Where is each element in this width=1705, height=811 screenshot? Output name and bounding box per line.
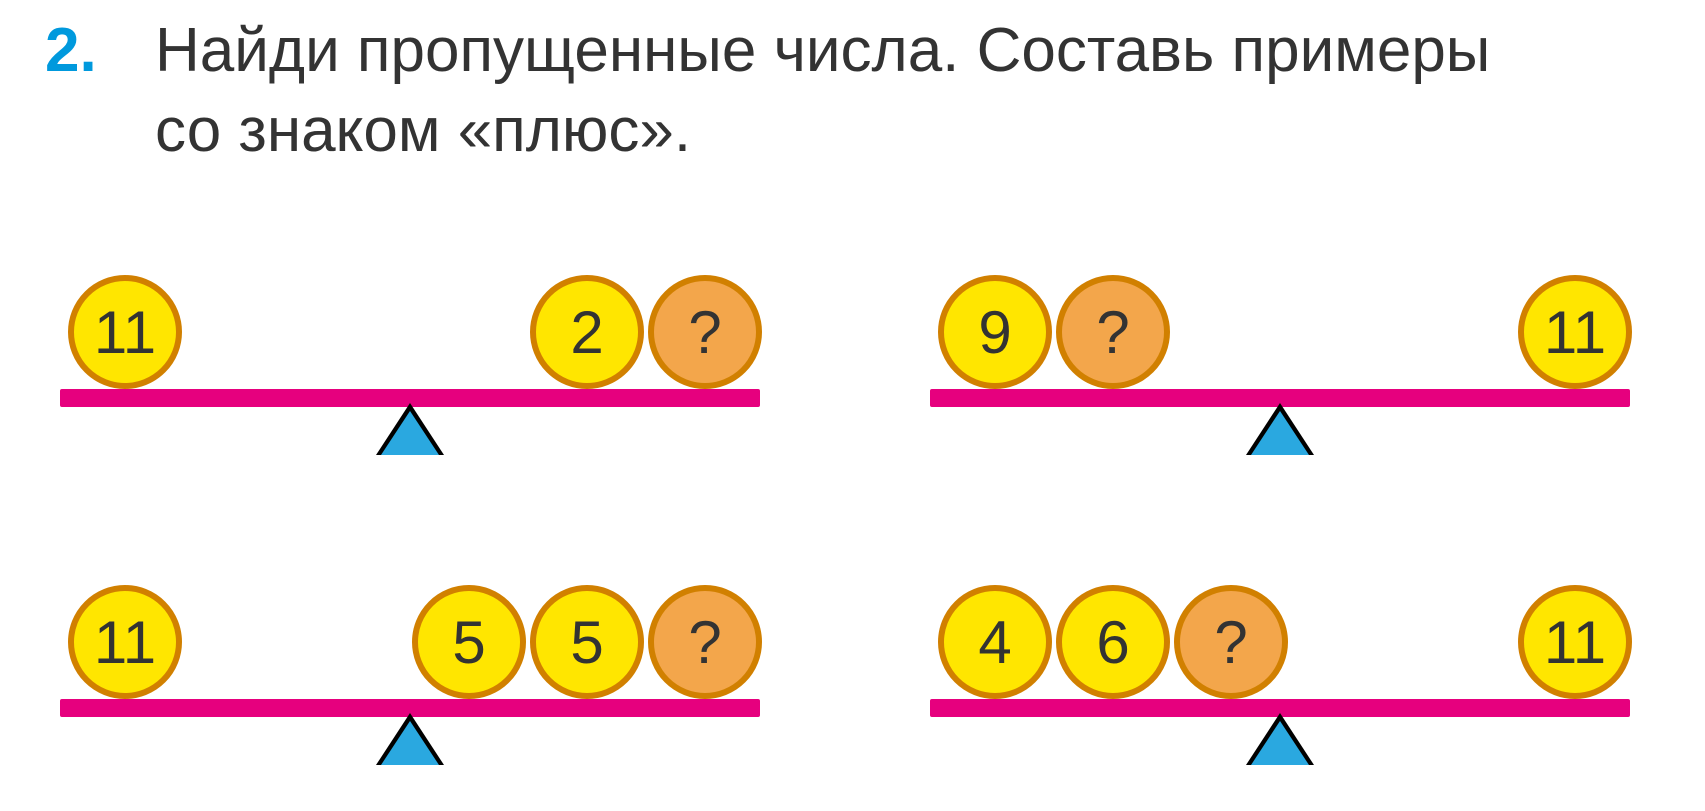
unknown-ball: ? — [1056, 275, 1170, 389]
ball-label: 6 — [1096, 608, 1129, 677]
seesaw: 4 6? 11 — [920, 555, 1640, 765]
ball-label: 11 — [1544, 298, 1606, 367]
number-ball: 11 — [68, 585, 182, 699]
seesaw: 11 5 5? — [50, 555, 770, 765]
unknown-ball: ? — [648, 275, 762, 389]
ball-label: 2 — [570, 298, 603, 367]
number-ball: 11 — [1518, 585, 1632, 699]
ball-label: ? — [1214, 608, 1247, 677]
ball-label: ? — [688, 608, 721, 677]
task-number: 2. — [45, 15, 97, 86]
number-ball: 2 — [530, 275, 644, 389]
seesaw: 11 2? — [50, 245, 770, 455]
ball-label: ? — [1096, 298, 1129, 367]
number-ball: 6 — [1056, 585, 1170, 699]
number-ball: 5 — [412, 585, 526, 699]
seesaw-fulcrum-fill — [1251, 411, 1309, 455]
ball-label: 11 — [94, 608, 156, 677]
ball-label: 5 — [452, 608, 485, 677]
ball-label: 11 — [94, 298, 156, 367]
number-ball: 9 — [938, 275, 1052, 389]
unknown-ball: ? — [648, 585, 762, 699]
unknown-ball: ? — [1174, 585, 1288, 699]
number-ball: 11 — [1518, 275, 1632, 389]
seesaw-fulcrum-fill — [1251, 721, 1309, 765]
ball-label: 11 — [1544, 608, 1606, 677]
ball-label: ? — [688, 298, 721, 367]
seesaw-fulcrum-fill — [381, 721, 439, 765]
seesaw-fulcrum-fill — [381, 411, 439, 455]
ball-label: 5 — [570, 608, 603, 677]
ball-label: 4 — [978, 608, 1011, 677]
number-ball: 11 — [68, 275, 182, 389]
seesaw: 9? 11 — [920, 245, 1640, 455]
task-text-line1: Найди пропущенные числа. Составь примеры — [155, 15, 1490, 86]
number-ball: 4 — [938, 585, 1052, 699]
ball-label: 9 — [978, 298, 1011, 367]
number-ball: 5 — [530, 585, 644, 699]
task-text-line2: со знаком «плюс». — [155, 95, 691, 166]
